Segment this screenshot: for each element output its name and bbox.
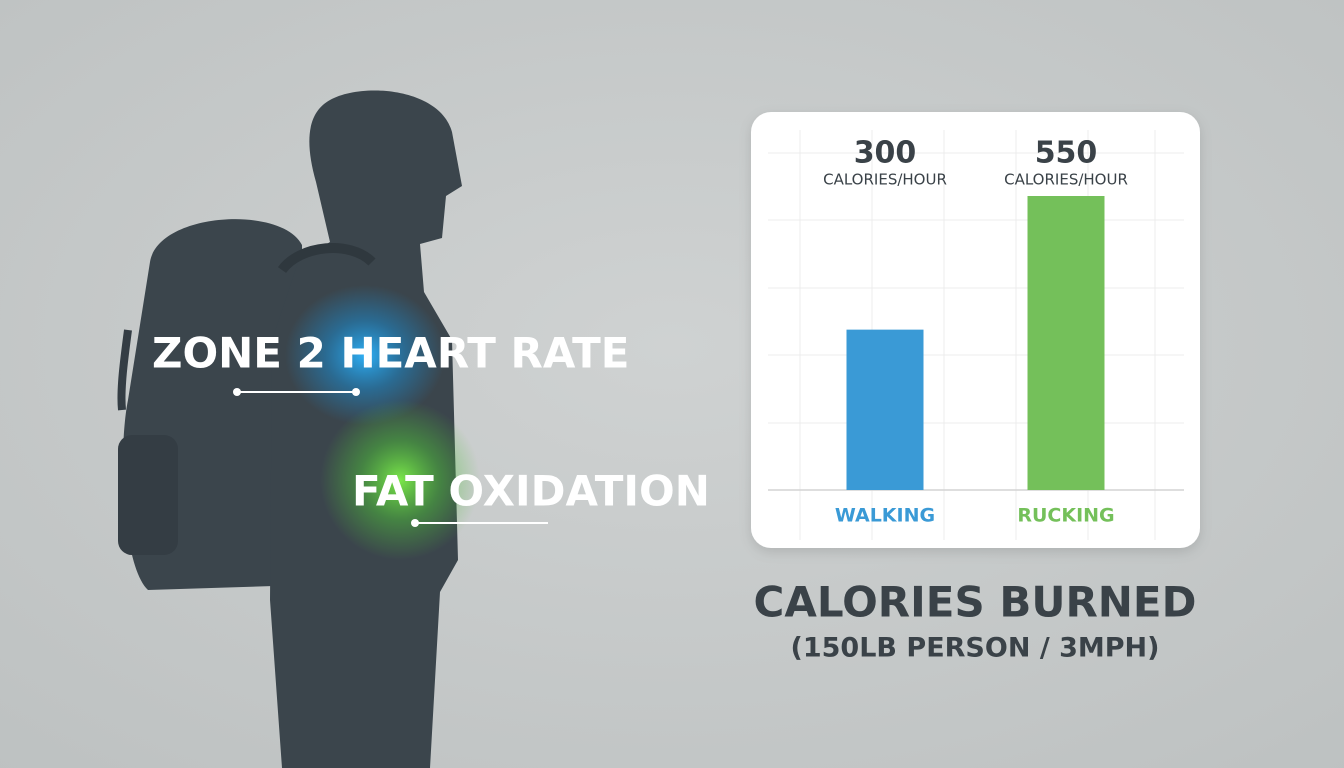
annotation: ZONE 2 HEART RATE [152, 329, 629, 378]
unit-label: CALORIES/HOUR [823, 171, 947, 189]
backpack-strap [117, 329, 132, 411]
category-label: WALKING [835, 505, 935, 527]
unit-label: CALORIES/HOUR [1004, 171, 1128, 189]
shoulder-strap [277, 243, 376, 274]
chart-title: CALORIES BURNED [754, 578, 1197, 627]
bar [1027, 196, 1105, 490]
category-label: RUCKING [1017, 505, 1114, 527]
annotation-dot [411, 519, 419, 527]
value-label: 550 [1035, 136, 1098, 171]
chart-subtitle: (150LB PERSON / 3MPH) [791, 633, 1160, 664]
chart-card [751, 112, 1200, 548]
bars: 300CALORIES/HOURWALKING550CALORIES/HOURR… [823, 136, 1128, 527]
annotation: FAT OXIDATION [352, 467, 710, 516]
value-label: 300 [854, 136, 917, 171]
backpack-pocket [118, 435, 178, 555]
glow-heart [285, 285, 445, 425]
silhouette [117, 90, 462, 768]
bar [846, 329, 924, 490]
annotation-dot [352, 388, 360, 396]
glow-fat [320, 400, 480, 560]
annotation-dot [233, 388, 241, 396]
